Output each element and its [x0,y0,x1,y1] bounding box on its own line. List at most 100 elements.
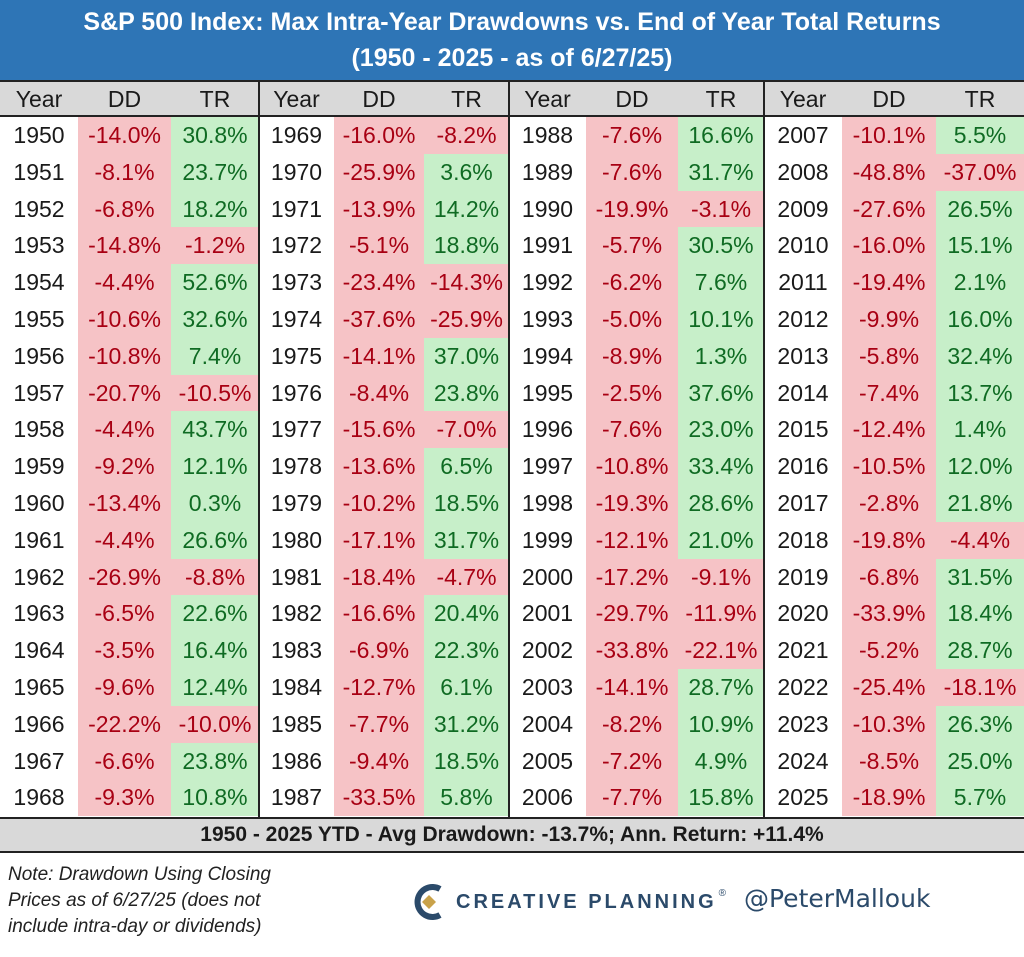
year-cell: 2018 [777,526,829,553]
drawdown-cell: -8.1% [78,153,171,191]
year-cell: 1963 [13,600,65,627]
year-cell: 1973 [270,269,323,296]
total-return-cell: 31.7% [678,153,764,191]
year-cell: 1986 [270,747,323,774]
year-cell: 1952 [13,195,65,222]
year-cell: 2009 [777,195,829,222]
drawdown-cell: -6.8% [78,190,171,228]
header-tr: TR [705,86,737,112]
table-header-row: Year DD TR Year DD TR Year DD TR Year DD TR [0,80,1024,117]
year-cell: 1997 [521,453,574,480]
drawdown-cell: -3.5% [78,632,171,669]
drawdown-cell: -5.2% [842,632,936,669]
year-cell: 2007 [777,122,829,148]
summary-bar: 1950 - 2025 YTD - Avg Drawdown: -13.7%; … [0,817,1024,853]
drawdown-cell: -7.4% [842,374,936,412]
total-return-cell: -9.1% [678,558,764,596]
year-cell: 2015 [777,416,829,443]
total-return-cell: 18.4% [936,595,1024,633]
year-cell: 1954 [13,269,65,296]
total-return-cell: 12.0% [936,448,1024,485]
drawdown-cell: -17.1% [334,521,424,559]
drawdown-cell: -12.7% [334,669,424,706]
year-cell: 1961 [13,526,65,553]
drawdown-cell: -9.2% [78,448,171,485]
total-return-cell: -22.1% [678,632,764,669]
drawdown-cell: -9.4% [334,742,424,780]
year-cell: 1998 [521,490,574,516]
drawdown-cell: -29.7% [586,595,678,633]
year-cell: 2003 [521,674,574,700]
year-cell: 1956 [13,342,65,369]
year-cell: 1971 [270,195,323,222]
year-cell: 1996 [521,416,574,443]
drawdown-cell: -25.9% [334,153,424,191]
drawdown-cell: -5.8% [842,337,936,375]
drawdown-cell: -6.9% [334,632,424,669]
total-return-cell: 5.8% [424,779,509,817]
year-cell: 1959 [13,453,65,480]
total-return-cell: 6.5% [424,448,509,485]
total-return-cell: 1.3% [678,337,764,375]
year-cell: 1972 [270,232,323,259]
total-return-cell: 5.7% [936,779,1024,817]
social-handle: @PeterMallouk [744,884,931,913]
group-divider [258,80,260,817]
drawdown-cell: -48.8% [842,153,936,191]
drawdown-cell: -10.5% [842,448,936,485]
total-return-cell: 23.8% [171,742,259,780]
drawdown-cell: -19.4% [842,264,936,301]
year-cell: 1965 [13,674,65,700]
year-cell: 2017 [777,490,829,516]
drawdown-cell: -10.8% [586,448,678,485]
drawdown-cell: -10.2% [334,485,424,522]
total-return-cell: 26.3% [936,705,1024,743]
chart-title: S&P 500 Index: Max Intra-Year Drawdowns … [0,0,1024,80]
drawdown-cell: -13.4% [78,485,171,522]
drawdown-cell: -7.7% [586,779,678,817]
total-return-cell: 15.8% [678,779,764,817]
total-return-cell: 16.0% [936,301,1024,338]
drawdown-cell: -13.9% [334,190,424,228]
drawdown-cell: -14.1% [334,337,424,375]
year-cell: 2011 [778,269,828,296]
drawdown-cell: -26.9% [78,558,171,596]
drawdown-cell: -7.6% [586,153,678,191]
total-return-cell: 15.1% [936,227,1024,265]
year-cell: 1992 [521,269,574,296]
year-cell: 1966 [13,710,65,737]
drawdown-cell: -14.8% [78,227,171,265]
drawdown-cell: -20.7% [78,374,171,412]
total-return-cell: -8.8% [171,558,259,596]
total-return-cell: 10.1% [678,301,764,338]
total-return-cell: 18.5% [424,485,509,522]
drawdown-cell: -16.6% [334,595,424,633]
year-cell: 2023 [777,710,829,737]
total-return-cell: 5.5% [936,117,1024,154]
year-cell: 2012 [777,306,829,332]
header-year: Year [15,86,63,112]
drawdown-cell: -14.1% [586,669,678,706]
year-cell: 1968 [13,784,65,811]
drawdown-cell: -33.5% [334,779,424,817]
year-cell: 2019 [777,563,829,590]
total-return-cell: 14.2% [424,190,509,228]
total-return-cell: 23.0% [678,411,764,449]
total-return-cell: 22.6% [171,595,259,633]
year-cell: 2010 [777,232,829,259]
year-cell: 1969 [270,122,323,148]
total-return-cell: 25.0% [936,742,1024,780]
drawdown-cell: -12.4% [842,411,936,449]
year-cell: 2020 [777,600,829,627]
total-return-cell: 12.4% [171,669,259,706]
header-tr: TR [964,86,996,112]
drawdown-cell: -37.6% [334,301,424,338]
creative-planning-logo-icon [414,884,442,920]
drawdown-cell: -10.6% [78,301,171,338]
drawdown-cell: -33.8% [586,632,678,669]
footnote-line2: Prices as of 6/27/25 (does not [8,890,261,911]
total-return-cell: 7.4% [171,337,259,375]
total-return-cell: 28.7% [678,669,764,706]
drawdown-cell: -9.9% [842,301,936,338]
drawdown-cell: -8.5% [842,742,936,780]
